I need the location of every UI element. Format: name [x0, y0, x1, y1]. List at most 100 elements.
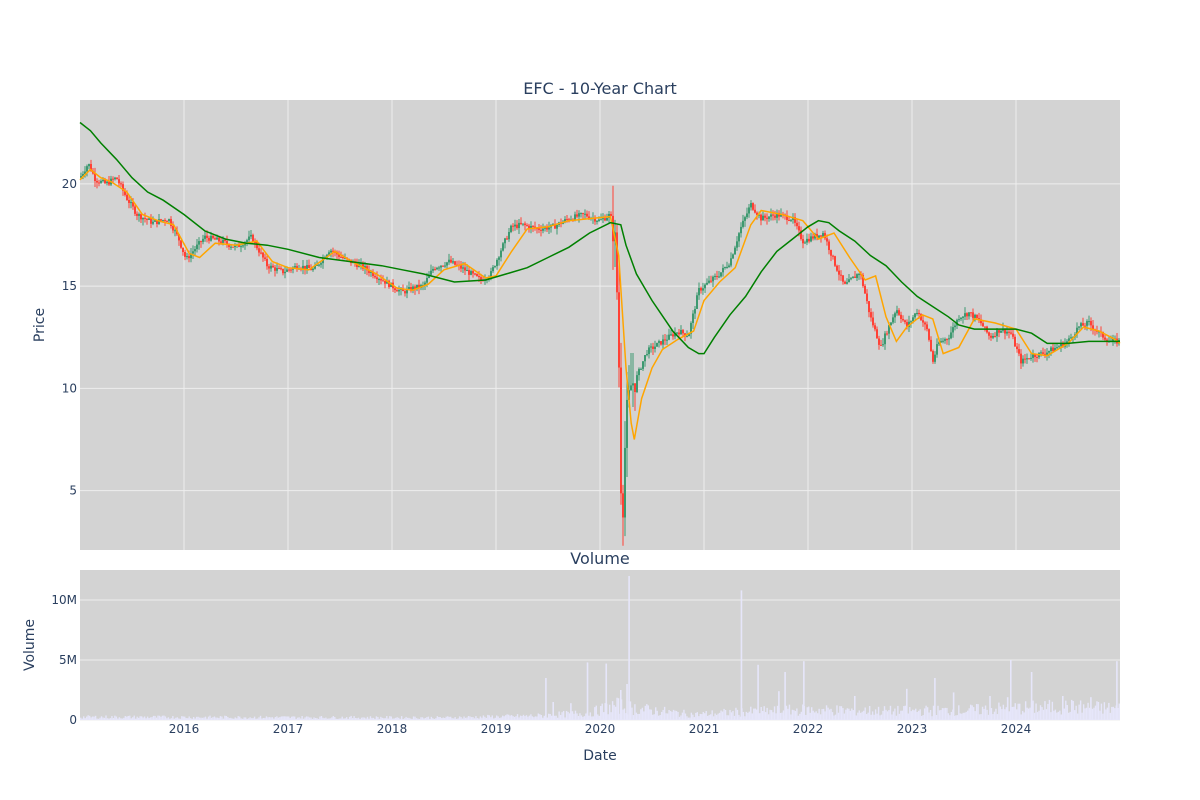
volume-bar — [118, 717, 121, 720]
candle-body — [408, 286, 410, 289]
volume-bar — [576, 713, 578, 720]
volume-bar — [830, 708, 832, 720]
volume-bar — [632, 715, 635, 720]
candle-body — [678, 332, 680, 335]
candle-body — [204, 235, 206, 239]
volume-bar — [102, 717, 104, 720]
volume-bar — [470, 717, 473, 720]
volume-bar — [818, 708, 820, 720]
volume-bar — [399, 718, 401, 720]
volume-bar — [530, 714, 532, 720]
volume-bar — [154, 715, 156, 720]
volume-bar — [779, 712, 782, 720]
volume-bar — [1032, 700, 1034, 720]
volume-bar — [1045, 709, 1048, 720]
volume-bar — [1054, 709, 1057, 720]
volume-bar — [332, 716, 335, 720]
volume-bar — [1048, 699, 1051, 720]
candle-body — [900, 314, 902, 319]
volume-bar — [981, 706, 984, 720]
volume-spike-bar — [1030, 672, 1033, 720]
volume-spike-bar — [628, 576, 630, 720]
candle-body — [368, 270, 370, 273]
volume-bar — [986, 709, 988, 720]
volume-bar — [1072, 700, 1074, 720]
x-axis-label: Date — [583, 748, 616, 764]
candle-body — [642, 361, 644, 369]
volume-bar — [998, 702, 1000, 720]
volume-bar — [949, 715, 951, 720]
volume-bar — [353, 716, 355, 720]
volume-bar — [809, 712, 811, 720]
candle-body — [1034, 354, 1036, 358]
volume-bar — [476, 718, 479, 720]
candle-body — [564, 219, 566, 222]
volume-spike-bar — [989, 696, 991, 720]
candle-body — [896, 310, 898, 314]
volume-bar — [380, 716, 382, 720]
candle-body — [462, 267, 464, 269]
volume-bar — [444, 718, 446, 720]
volume-bar — [568, 713, 571, 720]
candle-body — [186, 256, 188, 258]
volume-bar — [237, 716, 239, 720]
volume-bar — [109, 718, 112, 720]
candle-body — [116, 177, 118, 180]
volume-bar — [577, 716, 580, 720]
candle-body — [836, 265, 838, 271]
candle-body — [926, 324, 928, 330]
volume-bar — [494, 717, 496, 720]
volume-bar — [843, 713, 846, 720]
candle-body — [676, 332, 678, 334]
candle-body — [396, 290, 398, 292]
candle-body — [530, 225, 532, 229]
volume-bar — [852, 710, 855, 720]
volume-bar — [868, 706, 871, 720]
volume-bar — [521, 715, 523, 720]
candle-body — [288, 269, 290, 271]
candle-body — [914, 313, 916, 318]
volume-bar — [397, 717, 400, 720]
volume-bar — [699, 713, 701, 720]
volume-bar — [1056, 712, 1058, 720]
volume-bar — [944, 707, 947, 720]
volume-bar — [542, 717, 544, 720]
volume-bar — [846, 708, 849, 720]
candle-body — [604, 218, 606, 221]
volume-bar — [666, 713, 669, 720]
volume-bar — [601, 703, 603, 720]
volume-bar — [756, 709, 758, 720]
candle-body — [294, 266, 296, 268]
volume-bar — [1060, 714, 1063, 720]
volume-bar — [1035, 703, 1037, 720]
volume-bar — [693, 717, 696, 720]
candle-body — [1080, 323, 1082, 327]
price-y-tick-20: 20 — [62, 177, 77, 191]
volume-bar — [1066, 705, 1068, 720]
volume-bar — [652, 714, 654, 720]
volume-y-tick-0: 0 — [69, 713, 77, 727]
volume-bar — [365, 718, 367, 720]
candle-body — [758, 214, 760, 216]
candle-body — [554, 224, 556, 229]
volume-bar — [286, 716, 288, 720]
candle-body — [136, 213, 138, 216]
volume-bar — [955, 715, 957, 720]
volume-bar — [438, 716, 440, 720]
candle-body — [542, 228, 544, 231]
volume-bar — [888, 710, 890, 720]
volume-bar — [389, 716, 391, 720]
volume-bar — [296, 717, 299, 720]
candle-body — [280, 268, 282, 270]
volume-bar — [1112, 706, 1115, 720]
volume-bar — [901, 710, 904, 720]
candle-body — [870, 312, 872, 318]
candle-body — [104, 179, 106, 184]
volume-bar — [733, 715, 736, 720]
volume-bar — [311, 718, 314, 720]
volume-bar — [179, 718, 181, 720]
candle-body — [1024, 358, 1026, 360]
volume-bar — [325, 717, 327, 720]
candle-body — [446, 262, 448, 266]
candle-body — [764, 215, 766, 218]
